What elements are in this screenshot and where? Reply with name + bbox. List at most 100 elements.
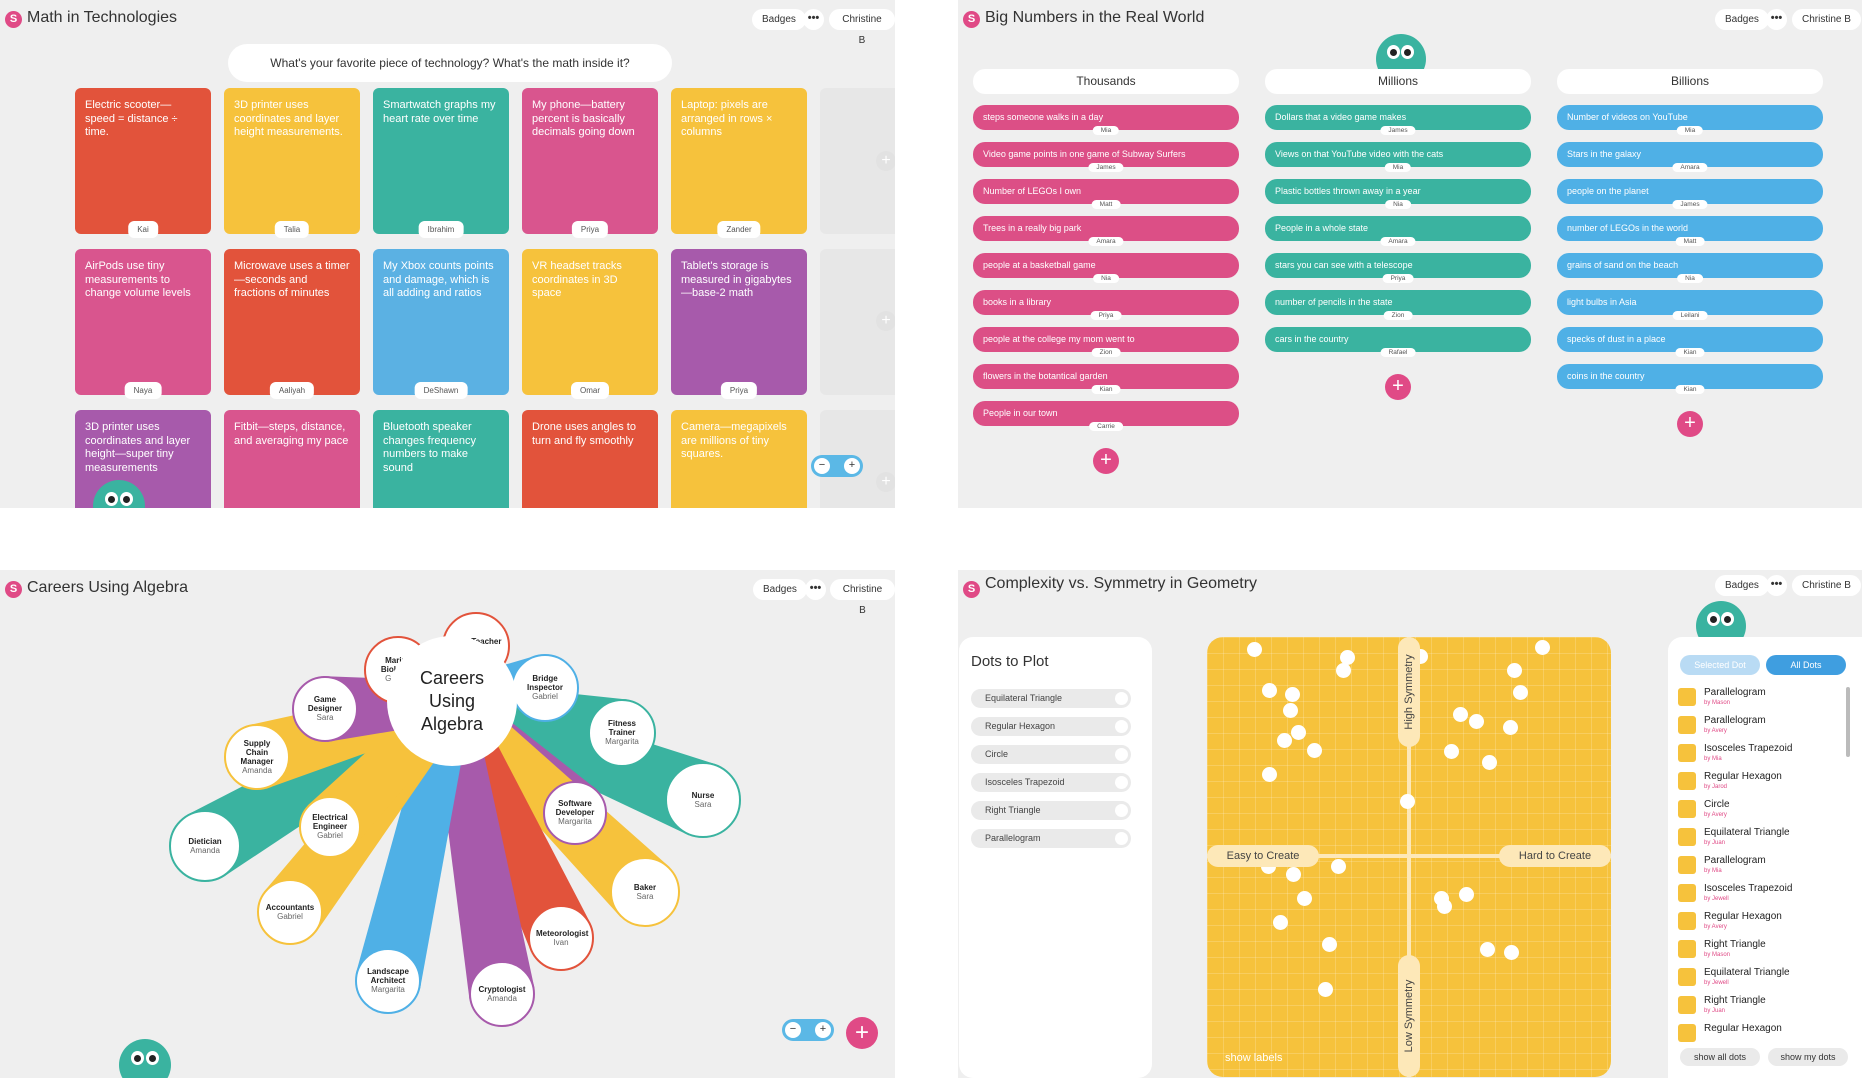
dot-to-plot-item[interactable]: Equilateral Triangle	[971, 689, 1131, 708]
sticky-note-card[interactable]: Bluetooth speaker changes frequency numb…	[373, 410, 509, 508]
dot-list-row[interactable]: Right Triangle by Juan	[1678, 993, 1838, 1020]
app-logo-icon[interactable]: S	[963, 11, 980, 28]
list-item[interactable]: People in our town Carrie	[973, 401, 1239, 431]
list-item[interactable]: People in a whole state Amara	[1265, 216, 1531, 246]
user-menu-button[interactable]: Christine B	[1792, 9, 1861, 30]
dot-list-row[interactable]: Circle by Avery	[1678, 797, 1838, 824]
zoom-in-button[interactable]: +	[815, 1022, 831, 1038]
list-item[interactable]: cars in the country Rafael	[1265, 327, 1531, 357]
plot-dot[interactable]	[1283, 703, 1298, 718]
sticky-note-card[interactable]: 3D printer uses coordinates and layer he…	[224, 88, 360, 238]
add-item-button[interactable]: +	[1385, 374, 1411, 400]
career-bubble[interactable]: Software Developer Margarita	[543, 781, 607, 845]
plot-dot[interactable]	[1459, 887, 1474, 902]
plot-dot[interactable]	[1262, 767, 1277, 782]
plot-dot[interactable]	[1286, 867, 1301, 882]
plot-dot[interactable]	[1503, 720, 1518, 735]
badges-button[interactable]: Badges	[752, 9, 806, 30]
career-bubble[interactable]: Nurse Sara	[665, 762, 741, 838]
list-item[interactable]: steps someone walks in a day Mia	[973, 105, 1239, 135]
sticky-note-card[interactable]: Microwave uses a timer—seconds and fract…	[224, 249, 360, 399]
app-logo-icon[interactable]: S	[963, 581, 980, 598]
dot-to-plot-item[interactable]: Isosceles Trapezoid	[971, 773, 1131, 792]
sticky-note-card[interactable]: My phone—battery percent is basically de…	[522, 88, 658, 238]
add-item-button[interactable]: +	[1677, 411, 1703, 437]
list-item[interactable]: Number of videos on YouTube Mia	[1557, 105, 1823, 135]
list-item[interactable]: specks of dust in a place Kian	[1557, 327, 1823, 357]
career-bubble[interactable]: Accountants Gabriel	[257, 879, 323, 945]
plot-dot[interactable]	[1504, 945, 1519, 960]
career-bubble[interactable]: Meteorologist Ivan	[528, 905, 594, 971]
dot-to-plot-item[interactable]: Regular Hexagon	[971, 717, 1131, 736]
add-item-button[interactable]: +	[1093, 448, 1119, 474]
plot-dot[interactable]	[1307, 743, 1322, 758]
dot-list-row[interactable]: Isosceles Trapezoid by Mia	[1678, 741, 1838, 768]
scrollbar[interactable]	[1846, 687, 1850, 757]
list-item[interactable]: Trees in a really big park Amara	[973, 216, 1239, 246]
show-all-dots-button[interactable]: show all dots	[1680, 1048, 1760, 1066]
more-options-icon[interactable]: •••	[1766, 9, 1787, 30]
sticky-note-card[interactable]: Laptop: pixels are arranged in rows × co…	[671, 88, 807, 238]
add-card-icon[interactable]: +	[876, 151, 895, 171]
dot-to-plot-item[interactable]: Circle	[971, 745, 1131, 764]
zoom-in-button[interactable]: +	[844, 458, 860, 474]
career-bubble[interactable]: Baker Sara	[610, 857, 680, 927]
tab-all-dots[interactable]: All Dots	[1766, 655, 1846, 675]
list-item[interactable]: people at the college my mom went to Zion	[973, 327, 1239, 357]
dot-list-row[interactable]: Equilateral Triangle by Juan	[1678, 825, 1838, 852]
badges-button[interactable]: Badges	[1715, 575, 1769, 596]
dot-list-row[interactable]: Parallelogram by Mason	[1678, 685, 1838, 712]
career-bubble[interactable]: Dietician Amanda	[169, 810, 241, 882]
plot-dot[interactable]	[1469, 714, 1484, 729]
plot-dot[interactable]	[1444, 744, 1459, 759]
plot-dot[interactable]	[1331, 859, 1346, 874]
symmetry-plot[interactable]: High Symmetry Low Symmetry Easy to Creat…	[1207, 637, 1611, 1077]
list-item[interactable]: flowers in the botantical garden Kian	[973, 364, 1239, 394]
career-bubble[interactable]: Game Designer Sara	[292, 676, 358, 742]
plot-dot[interactable]	[1291, 725, 1306, 740]
app-logo-icon[interactable]: S	[5, 11, 22, 28]
add-career-button[interactable]: +	[846, 1017, 878, 1049]
sticky-note-card[interactable]: Smartwatch graphs my heart rate over tim…	[373, 88, 509, 238]
list-item[interactable]: people on the planet James	[1557, 179, 1823, 209]
plot-dot[interactable]	[1297, 891, 1312, 906]
plot-dot[interactable]	[1285, 687, 1300, 702]
plot-dot[interactable]	[1340, 650, 1355, 665]
list-item[interactable]: coins in the country Kian	[1557, 364, 1823, 394]
list-item[interactable]: stars you can see with a telescope Priya	[1265, 253, 1531, 283]
dot-to-plot-item[interactable]: Right Triangle	[971, 801, 1131, 820]
dot-list-row[interactable]: Right Triangle by Mason	[1678, 937, 1838, 964]
plot-dot[interactable]	[1318, 982, 1333, 997]
career-bubble[interactable]: Landscape Architect Margarita	[355, 948, 421, 1014]
plot-dot[interactable]	[1400, 794, 1415, 809]
sticky-note-card[interactable]: Electric scooter—speed = distance ÷ time…	[75, 88, 211, 238]
sticky-note-card[interactable]: Tablet's storage is measured in gigabyte…	[671, 249, 807, 399]
user-menu-button[interactable]: Christine B	[1792, 575, 1861, 596]
career-bubble[interactable]: Bridge Inspector Gabriel	[511, 654, 579, 722]
tab-selected-dot[interactable]: Selected Dot	[1680, 655, 1760, 675]
zoom-out-button[interactable]: −	[785, 1022, 801, 1038]
plot-dot[interactable]	[1247, 642, 1262, 657]
plot-dot[interactable]	[1262, 683, 1277, 698]
add-card-icon[interactable]: +	[876, 472, 895, 492]
plot-dot[interactable]	[1507, 663, 1522, 678]
sticky-note-card[interactable]: VR headset tracks coordinates in 3D spac…	[522, 249, 658, 399]
list-item[interactable]: grains of sand on the beach Nia	[1557, 253, 1823, 283]
show-my-dots-button[interactable]: show my dots	[1768, 1048, 1848, 1066]
dot-list-row[interactable]: Parallelogram by Mia	[1678, 853, 1838, 880]
more-options-icon[interactable]: •••	[803, 9, 824, 30]
plot-dot[interactable]	[1480, 942, 1495, 957]
dot-list-row[interactable]: Regular Hexagon by Jarod	[1678, 769, 1838, 796]
list-item[interactable]: number of pencils in the state Zion	[1265, 290, 1531, 320]
dot-to-plot-item[interactable]: Parallelogram	[971, 829, 1131, 848]
career-bubble[interactable]: Supply Chain Manager Amanda	[224, 724, 290, 790]
app-logo-icon[interactable]: S	[5, 581, 22, 598]
plot-dot[interactable]	[1453, 707, 1468, 722]
list-item[interactable]: Plastic bottles thrown away in a year Nia	[1265, 179, 1531, 209]
plot-dot[interactable]	[1535, 640, 1550, 655]
plot-dot[interactable]	[1273, 915, 1288, 930]
plot-dot[interactable]	[1277, 733, 1292, 748]
add-card-icon[interactable]: +	[876, 311, 895, 331]
list-item[interactable]: light bulbs in Asia Leilani	[1557, 290, 1823, 320]
plot-dot[interactable]	[1437, 899, 1452, 914]
